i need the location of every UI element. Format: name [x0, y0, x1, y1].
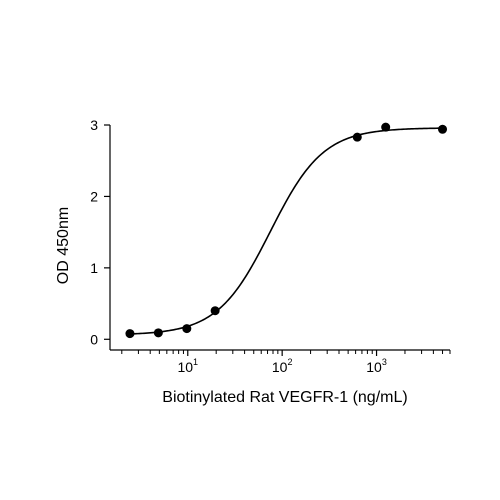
- x-tick-label: 103: [366, 357, 387, 375]
- data-point: [438, 124, 448, 134]
- data-point: [352, 132, 362, 142]
- x-tick-base: 10: [366, 359, 382, 375]
- y-tick-label: 3: [90, 117, 98, 133]
- x-tick-base: 10: [177, 359, 193, 375]
- data-point: [125, 329, 135, 339]
- data-point: [182, 324, 192, 334]
- y-tick-label: 2: [90, 188, 98, 204]
- x-axis-title: Biotinylated Rat VEGFR-1 (ng/mL): [162, 389, 407, 406]
- y-tick-label: 0: [90, 331, 98, 347]
- data-point: [210, 306, 220, 316]
- y-tick-label: 1: [90, 260, 98, 276]
- x-tick-exponent: 3: [382, 357, 387, 367]
- fit-curve: [129, 127, 443, 335]
- x-tick-exponent: 1: [193, 357, 198, 367]
- x-tick-label: 102: [272, 357, 293, 375]
- x-tick-exponent: 2: [287, 357, 292, 367]
- data-point: [153, 328, 163, 338]
- data-point: [381, 122, 391, 132]
- x-tick-base: 10: [272, 359, 288, 375]
- y-axis-title: OD 450nm: [55, 207, 72, 284]
- data-points: [125, 122, 448, 339]
- x-tick-label: 101: [177, 357, 198, 375]
